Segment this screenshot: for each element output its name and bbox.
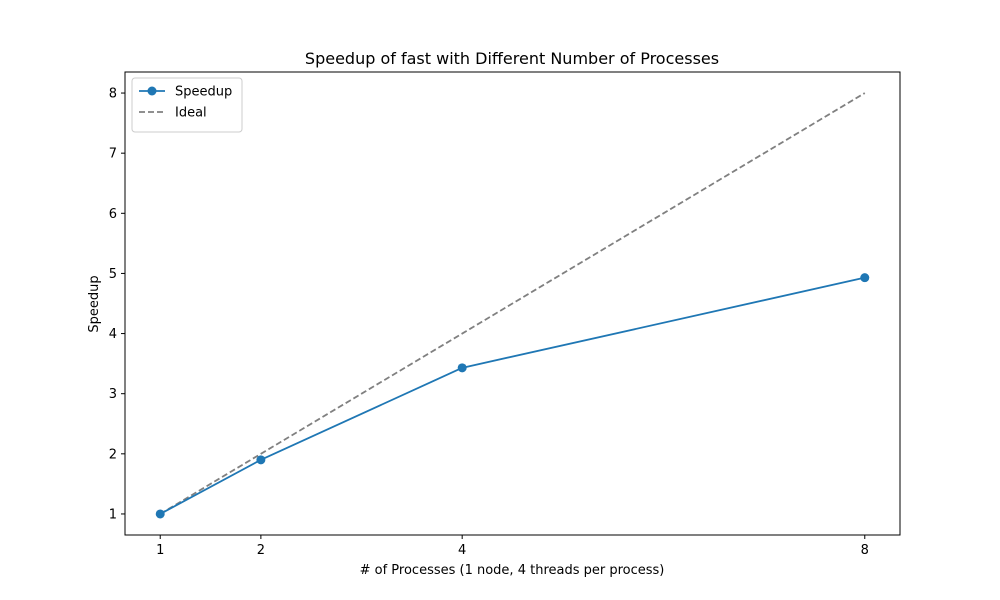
series-line-speedup (159, 276, 865, 515)
data-point-speedup-1 (155, 509, 165, 519)
axes-frame (124, 71, 901, 536)
y-tick-label: 8 (109, 87, 117, 102)
data-point-speedup-2 (256, 455, 266, 465)
x-axis-label: # of Processes (1 node, 4 threads per pr… (360, 563, 665, 578)
plot-area (155, 92, 870, 519)
y-tick-label: 7 (109, 147, 117, 162)
x-tick-label: 1 (156, 543, 164, 558)
y-tick-label: 2 (109, 447, 117, 462)
y-tick-label: 1 (109, 507, 117, 522)
legend-label-speedup: Speedup (175, 85, 232, 100)
y-tick-label: 6 (109, 207, 117, 222)
legend: Speedup Ideal (131, 77, 243, 133)
y-tick-label: 5 (109, 267, 117, 282)
data-point-speedup-4 (457, 363, 467, 373)
x-tick-label: 8 (861, 543, 869, 558)
data-point-speedup-8 (860, 273, 870, 283)
y-axis-label: Speedup (87, 275, 102, 332)
chart-title: Speedup of fast with Different Number of… (305, 49, 719, 68)
legend-label-ideal: Ideal (175, 106, 207, 121)
legend-marker-speedup (147, 86, 157, 96)
series-line-ideal (159, 92, 866, 515)
x-tick-label: 2 (257, 543, 265, 558)
x-tick-label: 4 (458, 543, 466, 558)
y-tick-label: 3 (109, 387, 117, 402)
y-tick-label: 4 (109, 327, 117, 342)
